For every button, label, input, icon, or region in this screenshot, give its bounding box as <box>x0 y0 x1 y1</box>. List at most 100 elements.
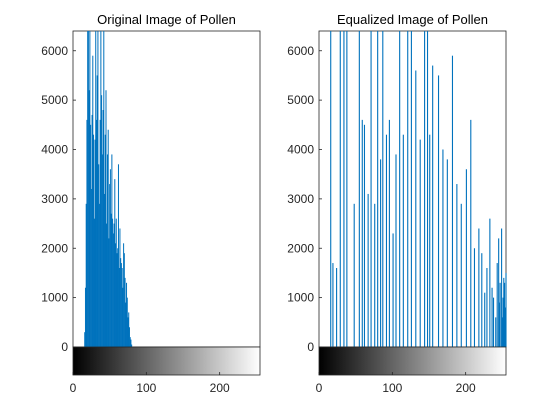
histogram-bar <box>426 31 429 347</box>
histogram-bar <box>120 258 122 348</box>
histogram-bar <box>121 268 123 347</box>
histogram-bar <box>491 287 493 347</box>
histogram-bar <box>481 253 483 347</box>
histogram-bar <box>102 110 104 347</box>
y-ticks-equalized: 0 1000 2000 3000 4000 5000 6000 <box>287 44 322 354</box>
y-tick-label: 4000 <box>41 143 68 157</box>
histogram-bar <box>501 317 503 348</box>
y-ticks-original: 0 1000 2000 3000 4000 5000 6000 <box>41 44 76 354</box>
histogram-bar <box>101 154 103 347</box>
histogram-bar <box>451 55 454 347</box>
x-tick-label: 0 <box>70 381 77 395</box>
histogram-bar <box>131 344 133 347</box>
histogram-bar <box>108 238 110 348</box>
histogram-bar <box>484 292 486 347</box>
histogram-bar <box>496 263 498 347</box>
histogram-bar <box>117 164 119 347</box>
histogram-bar <box>419 139 421 348</box>
histogram-bar <box>429 134 431 347</box>
x-tick-label: 200 <box>456 381 476 395</box>
histogram-bar <box>106 154 108 347</box>
histogram-bar <box>346 31 348 347</box>
histogram-bar <box>501 228 503 347</box>
histogram-bar <box>99 119 101 348</box>
histogram-bar <box>115 218 117 348</box>
histogram-bar <box>110 213 112 347</box>
histogram-bar <box>118 268 120 347</box>
histogram-bar <box>446 159 448 348</box>
title-equalized: Equalized Image of Pollen <box>337 12 488 27</box>
histogram-equalized: 0 1000 2000 3000 4000 5000 6000 0 100 200 Equali… <box>287 12 507 395</box>
histogram-bar <box>98 203 100 347</box>
histogram-bar <box>370 31 372 347</box>
histogram-bar <box>101 95 103 347</box>
x-tick-label: 100 <box>382 381 402 395</box>
histogram-bar <box>124 277 126 348</box>
histogram-bar <box>94 139 96 348</box>
y-tick-label: 1000 <box>287 291 314 305</box>
histogram-bar <box>388 119 390 348</box>
histogram-bar <box>502 297 504 348</box>
y-tick-label: 4000 <box>287 143 314 157</box>
histogram-bar <box>410 31 412 347</box>
histogram-bar <box>332 263 334 347</box>
x-tick-label: 200 <box>210 381 230 395</box>
histogram-bar <box>495 317 497 348</box>
histogram-bar <box>478 228 480 347</box>
histogram-bar <box>85 203 87 347</box>
histogram-bar <box>87 31 89 347</box>
y-tick-label: 0 <box>61 340 68 354</box>
histogram-bar <box>122 287 124 347</box>
histogram-bar <box>470 119 472 348</box>
histogram-bar <box>415 70 417 347</box>
histogram-bar <box>392 233 394 347</box>
histogram-bar <box>489 218 491 348</box>
histogram-bar <box>498 238 500 348</box>
histogram-bar <box>96 75 98 347</box>
histogram-bar <box>115 243 117 347</box>
histogram-bar <box>107 129 109 347</box>
histogram-bar <box>361 119 363 348</box>
histogram-bar <box>473 248 476 347</box>
histogram-bar <box>123 243 125 347</box>
histogram-bar <box>442 149 444 347</box>
x-ticks-equalized: 0 100 200 <box>316 372 476 395</box>
histogram-bar <box>343 31 345 347</box>
histogram-bar <box>84 287 86 347</box>
histogram-bar <box>499 282 501 347</box>
y-tick-label: 6000 <box>287 44 314 58</box>
y-tick-label: 5000 <box>287 93 314 107</box>
y-tick-label: 5000 <box>41 93 68 107</box>
histogram-bar <box>86 119 88 348</box>
histogram-bar <box>363 124 366 347</box>
x-tick-label: 0 <box>316 381 323 395</box>
histogram-bar <box>112 218 114 348</box>
histogram-bar <box>89 31 91 347</box>
bars-equalized <box>330 31 507 348</box>
histogram-bar <box>129 337 131 348</box>
y-tick-label: 0 <box>307 340 314 354</box>
x-ticks-original: 0 100 200 <box>70 372 230 395</box>
histogram-bar <box>128 312 130 347</box>
histogram-bar <box>106 223 108 347</box>
histogram-bar <box>91 114 93 347</box>
histogram-bar <box>84 332 86 347</box>
y-tick-label: 1000 <box>41 291 68 305</box>
histogram-bar <box>492 297 495 348</box>
histogram-bar <box>460 203 462 347</box>
histogram-bar <box>103 31 105 347</box>
histogram-bar <box>90 124 92 347</box>
histogram-bar <box>424 31 426 347</box>
histogram-bar <box>113 223 115 347</box>
histogram-bar <box>90 189 92 347</box>
histogram-bar <box>127 317 129 348</box>
histogram-bar <box>380 159 382 348</box>
histogram-bar <box>456 184 458 347</box>
histogram-bar <box>126 282 128 347</box>
histogram-bar <box>330 31 332 347</box>
histogram-bar <box>125 302 127 347</box>
y-tick-label: 2000 <box>287 241 314 255</box>
histogram-bar <box>407 31 409 347</box>
histogram-bar <box>128 327 130 347</box>
